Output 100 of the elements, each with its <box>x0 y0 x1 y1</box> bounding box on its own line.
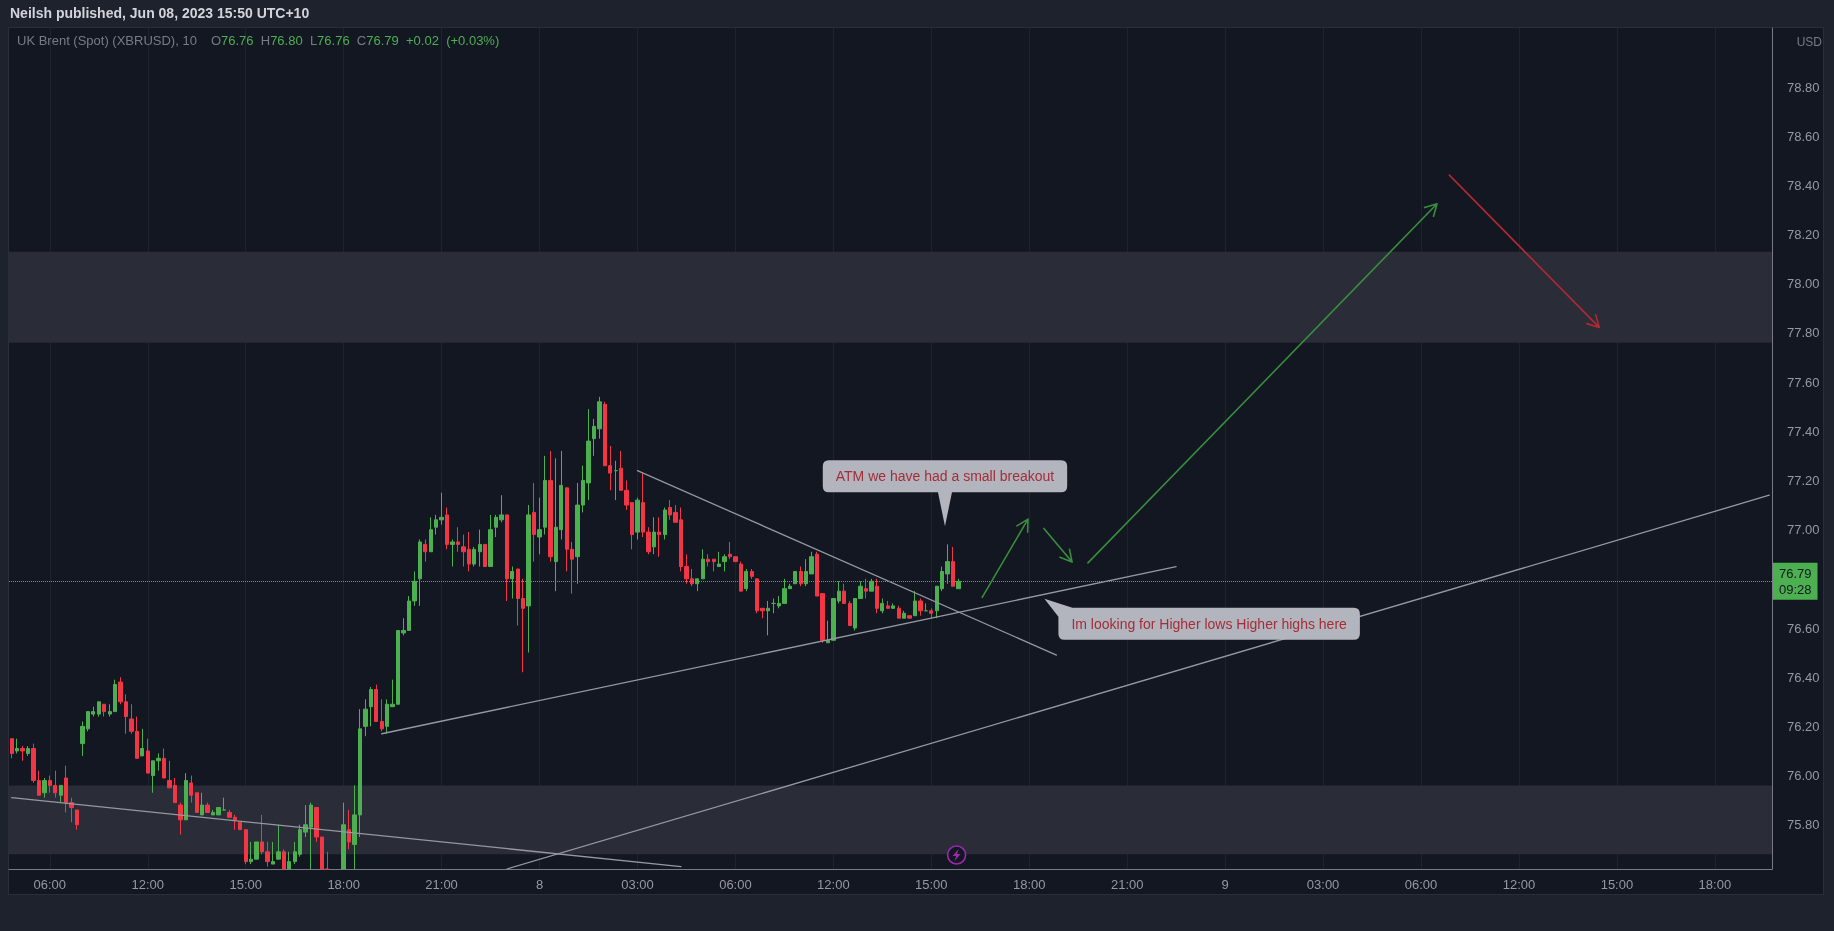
y-axis-title: USD <box>1796 35 1823 49</box>
candlestick <box>363 698 368 737</box>
candlestick <box>548 450 553 563</box>
x-tick-label: 03:00 <box>1306 877 1340 892</box>
chart-subtitle: O76.76 H76.80 L76.76 C76.79 +0.02 (+0.03%) <box>210 33 500 48</box>
candlestick <box>712 558 716 572</box>
candlestick <box>276 824 281 860</box>
y-tick-label: 76.20 <box>1787 718 1820 734</box>
ref-line-label: 76.79 09:28 <box>1779 565 1812 597</box>
candlestick <box>347 809 351 850</box>
candlestick <box>450 538 455 568</box>
y-tick-label: 77.60 <box>1787 374 1820 390</box>
candlestick <box>282 848 286 870</box>
candlestick <box>913 590 917 617</box>
candlestick <box>891 602 895 609</box>
candlestick <box>717 551 721 568</box>
candlestick <box>423 538 427 563</box>
x-tick-label: 21:00 <box>1110 877 1144 892</box>
candlestick <box>875 578 879 614</box>
candlestick <box>456 526 460 553</box>
candlestick <box>722 553 727 572</box>
candlestick <box>445 507 449 550</box>
candlestick <box>42 777 47 799</box>
candlestick <box>543 455 547 536</box>
y-tick-label: 77.20 <box>1787 472 1820 488</box>
candlestick <box>886 600 890 609</box>
x-tick-label: 15:00 <box>229 877 262 892</box>
candlestick <box>842 583 846 604</box>
candlestick <box>26 745 30 757</box>
candlestick <box>244 829 248 865</box>
y-tick-label: 75.80 <box>1787 817 1820 833</box>
candlestick <box>325 851 329 870</box>
candlestick <box>532 482 536 563</box>
y-tick-label: 78.60 <box>1787 128 1820 144</box>
candlestick <box>848 600 852 627</box>
candlestick <box>195 792 199 813</box>
y-tick-label: 76.40 <box>1787 669 1820 685</box>
x-tick-label: 12:00 <box>817 877 850 892</box>
y-tick-label: 78.40 <box>1787 177 1820 193</box>
candlestick <box>951 546 955 587</box>
candlestick <box>20 745 25 762</box>
candlestick <box>10 738 14 759</box>
candlestick <box>537 497 542 555</box>
candlestick <box>635 497 640 540</box>
x-tick-label: 8 <box>535 877 544 892</box>
candlestick <box>663 507 667 540</box>
y-tick-label: 76.60 <box>1787 620 1820 636</box>
candlestick <box>750 568 754 580</box>
candlestick <box>880 598 884 614</box>
candlestick <box>614 460 618 501</box>
annotation: Im looking for Higher lows Higher highs here <box>1071 615 1348 632</box>
candlestick <box>238 821 242 831</box>
x-tick-label: 06:00 <box>33 877 67 892</box>
candlestick <box>287 851 291 870</box>
candlestick <box>162 748 166 779</box>
y-tick-label: 77.00 <box>1787 522 1820 538</box>
candlestick <box>478 529 482 568</box>
candlestick <box>488 514 493 568</box>
candlestick <box>657 516 661 558</box>
candlestick <box>205 802 210 813</box>
candlestick <box>907 615 912 619</box>
candlestick <box>59 784 63 804</box>
x-tick-label: 12:00 <box>131 877 165 892</box>
x-tick-label: 21:00 <box>425 877 458 892</box>
candlestick <box>472 546 476 568</box>
candlestick <box>429 516 433 553</box>
y-tick-label: 78.00 <box>1787 276 1820 292</box>
candlestick <box>799 566 803 587</box>
candlestick <box>902 610 906 619</box>
candlestick <box>929 607 933 619</box>
candlestick <box>897 605 901 619</box>
candlestick <box>374 684 378 722</box>
candlestick <box>918 598 923 617</box>
candlestick <box>189 775 193 804</box>
candlestick <box>184 772 188 821</box>
candlestick <box>140 728 144 757</box>
candlestick <box>146 738 150 774</box>
candlestick <box>766 600 770 636</box>
candlestick <box>380 698 384 732</box>
chart-title: UK Brent (Spot) (XBRUSD), 10 <box>17 33 197 48</box>
x-tick-label: 18:00 <box>327 877 360 892</box>
x-tick-label: 06:00 <box>719 877 752 892</box>
x-tick-label: 06:00 <box>1404 877 1438 892</box>
annotation: ATM we have had a small breakout <box>835 468 1055 485</box>
x-tick-label: 12:00 <box>1502 877 1536 892</box>
candlestick <box>701 548 705 580</box>
x-tick-label: 18:00 <box>1012 877 1046 892</box>
x-tick-label: 9 <box>1221 877 1229 892</box>
x-tick-label: 18:00 <box>1698 877 1732 892</box>
candlestick <box>97 701 101 718</box>
candlestick <box>483 543 487 568</box>
candlestick <box>864 578 868 599</box>
y-tick-label: 77.40 <box>1787 423 1820 439</box>
text: Neilsh published, Jun 08, 2023 15:50 UTC+10 <box>10 5 310 21</box>
candlestick <box>75 809 79 831</box>
y-tick-label: 76.00 <box>1787 768 1820 784</box>
candlestick <box>706 553 710 568</box>
candlestick <box>505 514 509 602</box>
candlestick <box>102 703 106 718</box>
y-tick-label: 77.80 <box>1787 325 1820 341</box>
